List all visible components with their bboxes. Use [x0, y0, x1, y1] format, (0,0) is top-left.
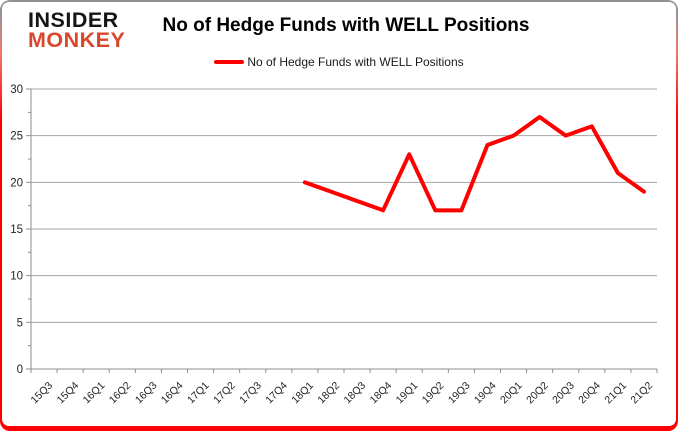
svg-text:21Q1: 21Q1 — [602, 380, 629, 407]
insider-monkey-logo: INSIDER MONKEY — [28, 8, 126, 52]
y-tick-labels: 0 5 10 15 20 25 30 — [10, 84, 23, 376]
x-axis — [30, 368, 658, 373]
chart-card: INSIDER MONKEY No of Hedge Funds with WE… — [2, 2, 676, 426]
y-axis — [26, 88, 32, 370]
logo-text-monkey: MONKEY — [28, 27, 126, 52]
svg-text:15: 15 — [10, 224, 23, 236]
svg-text:17Q1: 17Q1 — [185, 380, 212, 407]
svg-text:17Q3: 17Q3 — [237, 380, 264, 407]
legend-line-swatch — [214, 60, 245, 64]
svg-text:20Q4: 20Q4 — [576, 380, 603, 407]
svg-text:20Q2: 20Q2 — [524, 380, 551, 407]
svg-text:16Q2: 16Q2 — [107, 380, 134, 407]
svg-text:20Q3: 20Q3 — [550, 380, 577, 407]
svg-text:18Q1: 18Q1 — [289, 380, 316, 407]
legend-label: No of Hedge Funds with WELL Positions — [247, 55, 464, 69]
svg-text:20Q1: 20Q1 — [498, 380, 525, 407]
svg-text:5: 5 — [17, 317, 23, 329]
svg-text:16Q1: 16Q1 — [81, 380, 108, 407]
svg-text:19Q2: 19Q2 — [420, 380, 447, 407]
svg-text:0: 0 — [17, 364, 23, 376]
svg-text:30: 30 — [10, 84, 23, 96]
svg-text:21Q2: 21Q2 — [628, 380, 655, 407]
svg-text:15Q4: 15Q4 — [55, 380, 82, 407]
svg-text:16Q3: 16Q3 — [133, 380, 160, 407]
chart-title: No of Hedge Funds with WELL Positions — [162, 15, 530, 36]
line-chart-plot: 0 5 10 15 20 25 30 15Q3 15Q4 16Q1 16Q2 16Q3 16Q4 17Q1… — [10, 84, 658, 407]
svg-text:18Q2: 18Q2 — [315, 380, 342, 407]
x-tick-labels: 15Q3 15Q4 16Q1 16Q2 16Q3 16Q4 17Q1 17Q2 17Q3 17Q4… — [29, 380, 656, 407]
svg-text:16Q4: 16Q4 — [159, 380, 186, 407]
svg-text:17Q2: 17Q2 — [211, 380, 238, 407]
svg-text:17Q4: 17Q4 — [263, 380, 290, 407]
svg-text:10: 10 — [10, 271, 23, 283]
svg-text:25: 25 — [10, 131, 23, 143]
gridlines — [31, 88, 657, 323]
svg-text:18Q3: 18Q3 — [342, 380, 369, 407]
svg-text:19Q4: 19Q4 — [472, 380, 499, 407]
svg-text:20: 20 — [10, 177, 23, 189]
svg-text:19Q3: 19Q3 — [446, 380, 473, 407]
logo-text-insider: INSIDER — [28, 8, 119, 32]
svg-text:19Q1: 19Q1 — [394, 380, 421, 407]
legend: No of Hedge Funds with WELL Positions — [2, 55, 676, 69]
svg-text:15Q3: 15Q3 — [29, 380, 56, 407]
svg-text:18Q4: 18Q4 — [368, 380, 395, 407]
data-series-line — [302, 115, 646, 213]
